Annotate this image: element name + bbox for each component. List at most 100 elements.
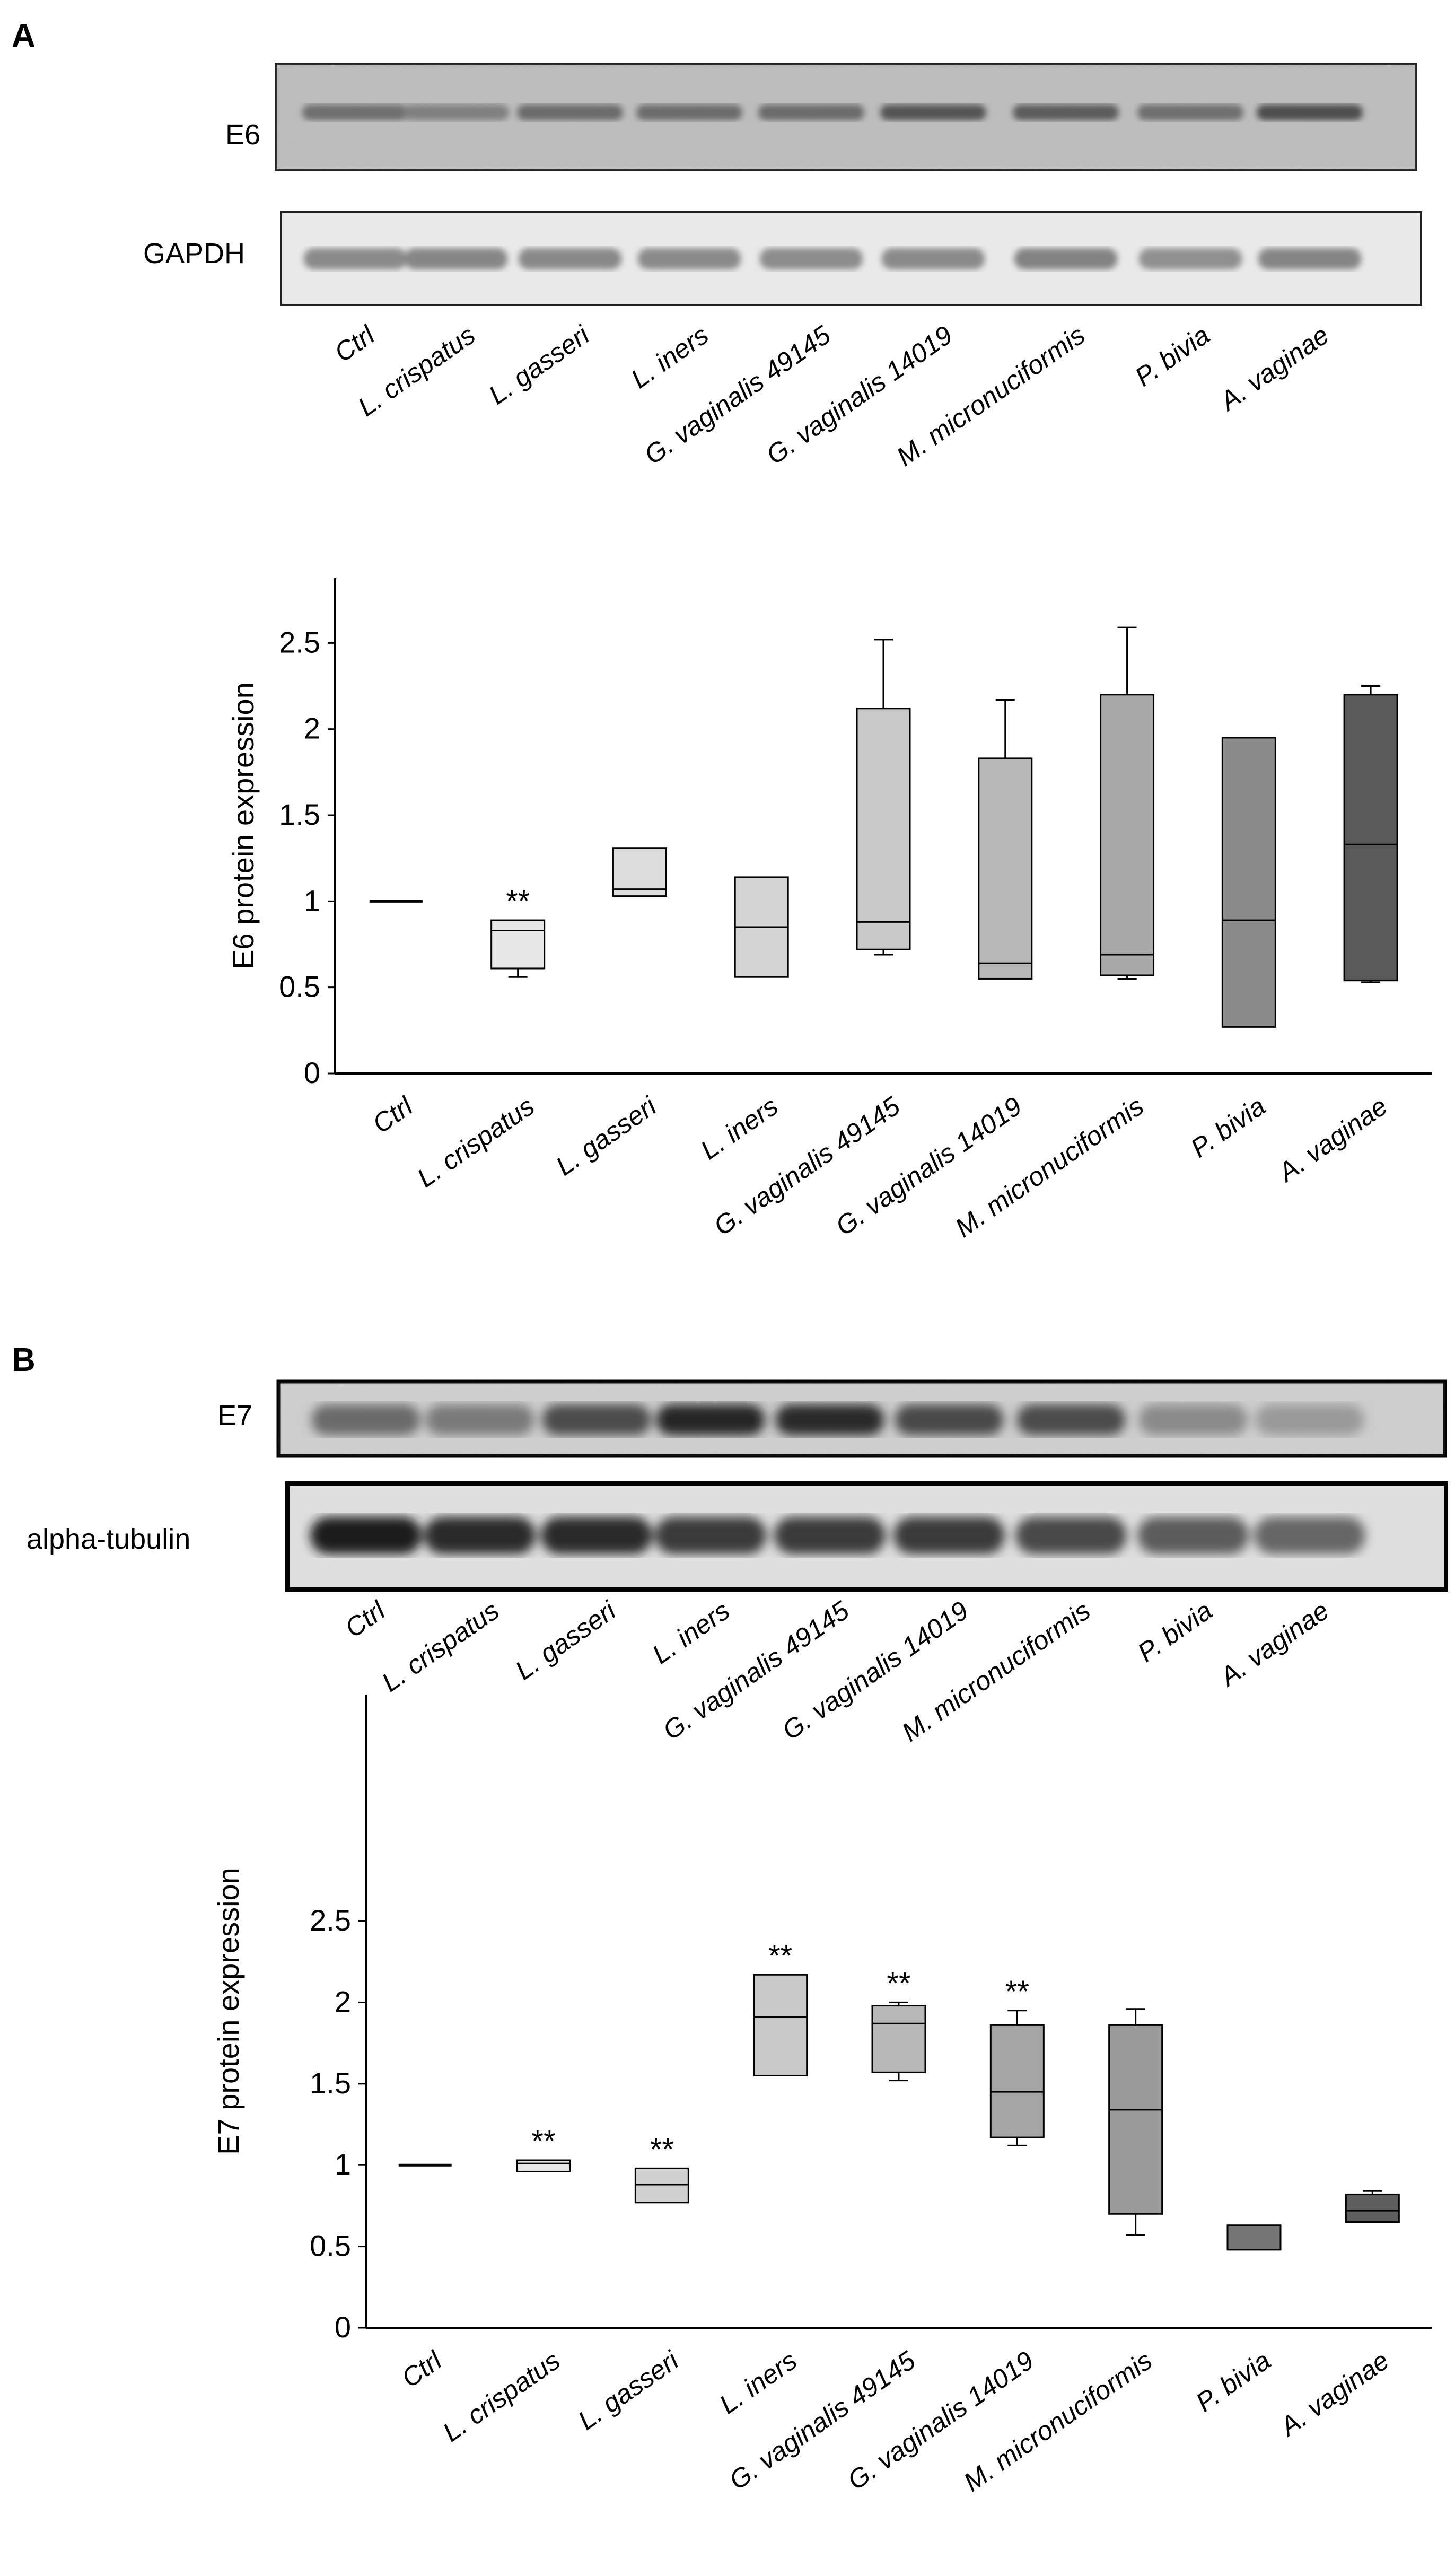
- box-l-iners: [734, 876, 789, 978]
- box-a-vaginae: [1343, 685, 1398, 983]
- x-tick-label-p-bivia: P. bivia: [1185, 1091, 1270, 1163]
- panel-a-letter: A: [12, 18, 36, 54]
- alpha-tubulin-band: [310, 1517, 422, 1554]
- box-l-iners: **: [753, 1938, 808, 2076]
- e6-band: [302, 104, 408, 120]
- box-g-vaginalis-14019: [978, 699, 1033, 980]
- lane-label-ctrl: Ctrl: [329, 319, 380, 368]
- significance-marker: **: [506, 884, 530, 919]
- box-p-bivia: [1221, 737, 1276, 1028]
- alpha-tubulin-blot-image: [285, 1481, 1448, 1592]
- x-tick-label-a-vaginae: A. vaginae: [1274, 2345, 1395, 2442]
- iqr-box: [1100, 694, 1155, 976]
- iqr-box: [856, 708, 911, 950]
- iqr-box: [978, 757, 1033, 980]
- lane-label-l-gasseri: L. gasseri: [510, 1595, 622, 1686]
- box-m-micronuciformis: [1100, 626, 1155, 980]
- significance-marker: **: [768, 1938, 792, 1973]
- box-l-crispatus: **: [490, 884, 546, 978]
- y-tick-label: 2.5: [279, 625, 320, 659]
- gapdh-band: [303, 248, 407, 269]
- e6-band: [517, 104, 623, 120]
- iqr-box: [516, 2159, 571, 2172]
- e7-box-chart: 0 0.5 1 1.5 2 2.5 E7 protein expression ** ** ** *…: [212, 1695, 1432, 2498]
- alpha-tubulin-band: [1254, 1517, 1365, 1554]
- box-l-gasseri: [612, 847, 667, 897]
- x-tick-label-ctrl: Ctrl: [367, 1090, 418, 1139]
- lane-label-l-crispatus: L. crispatus: [376, 1595, 505, 1698]
- alpha-tubulin-blot-label: alpha-tubulin: [27, 1523, 190, 1555]
- gapdh-band: [1138, 248, 1242, 269]
- y-tick-label: 1.5: [310, 2066, 351, 2100]
- iqr-box: [612, 847, 667, 897]
- lane-label-p-bivia: P. bivia: [1132, 1595, 1217, 1667]
- gapdh-band: [404, 248, 508, 269]
- y-tick-label: 0.5: [279, 970, 320, 1003]
- e7-band: [425, 1404, 534, 1435]
- gapdh-band: [759, 248, 863, 269]
- lane-label-a-vaginae: A. vaginae: [1213, 320, 1334, 417]
- e6-band: [880, 104, 986, 120]
- iqr-box: [490, 919, 546, 970]
- iqr-box: [634, 2167, 689, 2204]
- y-tick-label: 1: [304, 884, 320, 917]
- x-tick-label-m-micronuciformis: M. micronuciformis: [958, 2345, 1158, 2497]
- x-tick-label-l-iners: L. iners: [714, 2345, 802, 2420]
- lane-label-l-gasseri: L. gasseri: [484, 319, 595, 410]
- e6-band: [1137, 104, 1243, 120]
- iqr-box: [871, 2005, 926, 2073]
- box-m-micronuciformis: [1108, 2008, 1163, 2236]
- y-tick-label: 2.5: [310, 1903, 351, 1937]
- y-axis-title: E7 protein expression: [212, 1867, 245, 2155]
- alpha-tubulin-band: [1015, 1517, 1127, 1554]
- iqr-box: [1221, 737, 1276, 1028]
- significance-marker: **: [1005, 1975, 1029, 2009]
- iqr-box: [1226, 2224, 1282, 2251]
- x-tick-label-l-gasseri: L. gasseri: [573, 2345, 685, 2435]
- y-tick-label: 2: [304, 712, 320, 745]
- e7-band: [1016, 1404, 1126, 1435]
- gapdh-band: [637, 248, 741, 269]
- gapdh-band: [518, 248, 622, 269]
- alpha-tubulin-band: [1137, 1517, 1249, 1554]
- iqr-box: [1345, 2193, 1400, 2223]
- iqr-box: [753, 1974, 808, 2076]
- alpha-tubulin-band: [424, 1517, 536, 1554]
- y-tick-label: 2: [335, 1985, 351, 2018]
- e7-band: [542, 1404, 651, 1435]
- iqr-box: [1108, 2024, 1163, 2215]
- box-l-crispatus: **: [516, 2124, 571, 2172]
- lane-label-p-bivia: P. bivia: [1129, 320, 1215, 392]
- box-g-vaginalis-49145: [856, 639, 911, 956]
- e6-band: [636, 104, 742, 120]
- e6-box-chart: 00.511.522.5E6 protein expression **CtrlL…: [226, 578, 1432, 1243]
- e7-band: [775, 1404, 884, 1435]
- y-tick-label: 0: [335, 2310, 351, 2344]
- x-tick-label-l-crispatus: L. crispatus: [437, 2345, 566, 2448]
- y-tick-label: 1.5: [279, 798, 320, 831]
- panel-b-letter: B: [12, 1342, 36, 1378]
- alpha-tubulin-band: [893, 1517, 1005, 1554]
- y-axis-title: E6 protein expression: [226, 682, 260, 970]
- box-g-vaginalis-49145: **: [871, 1966, 926, 2082]
- e6-band: [403, 104, 509, 120]
- box-g-vaginalis-14019: **: [989, 1975, 1045, 2146]
- e7-band: [311, 1404, 420, 1435]
- e6-blot-image: [275, 63, 1417, 171]
- e6-band: [1013, 104, 1119, 120]
- e7-blot-label: E7: [217, 1400, 252, 1431]
- e7-blot-image: [276, 1379, 1447, 1458]
- y-tick-label: 0.5: [310, 2229, 351, 2263]
- x-tick-label-ctrl: Ctrl: [396, 2345, 448, 2394]
- significance-marker: **: [650, 2132, 674, 2167]
- e6-band: [1257, 104, 1363, 120]
- e7-band: [895, 1404, 1004, 1435]
- gapdh-band: [1258, 248, 1362, 269]
- alpha-tubulin-band: [541, 1517, 652, 1554]
- lane-label-l-iners: L. iners: [647, 1595, 735, 1670]
- iqr-box: [1343, 694, 1398, 982]
- alpha-tubulin-band: [655, 1517, 766, 1554]
